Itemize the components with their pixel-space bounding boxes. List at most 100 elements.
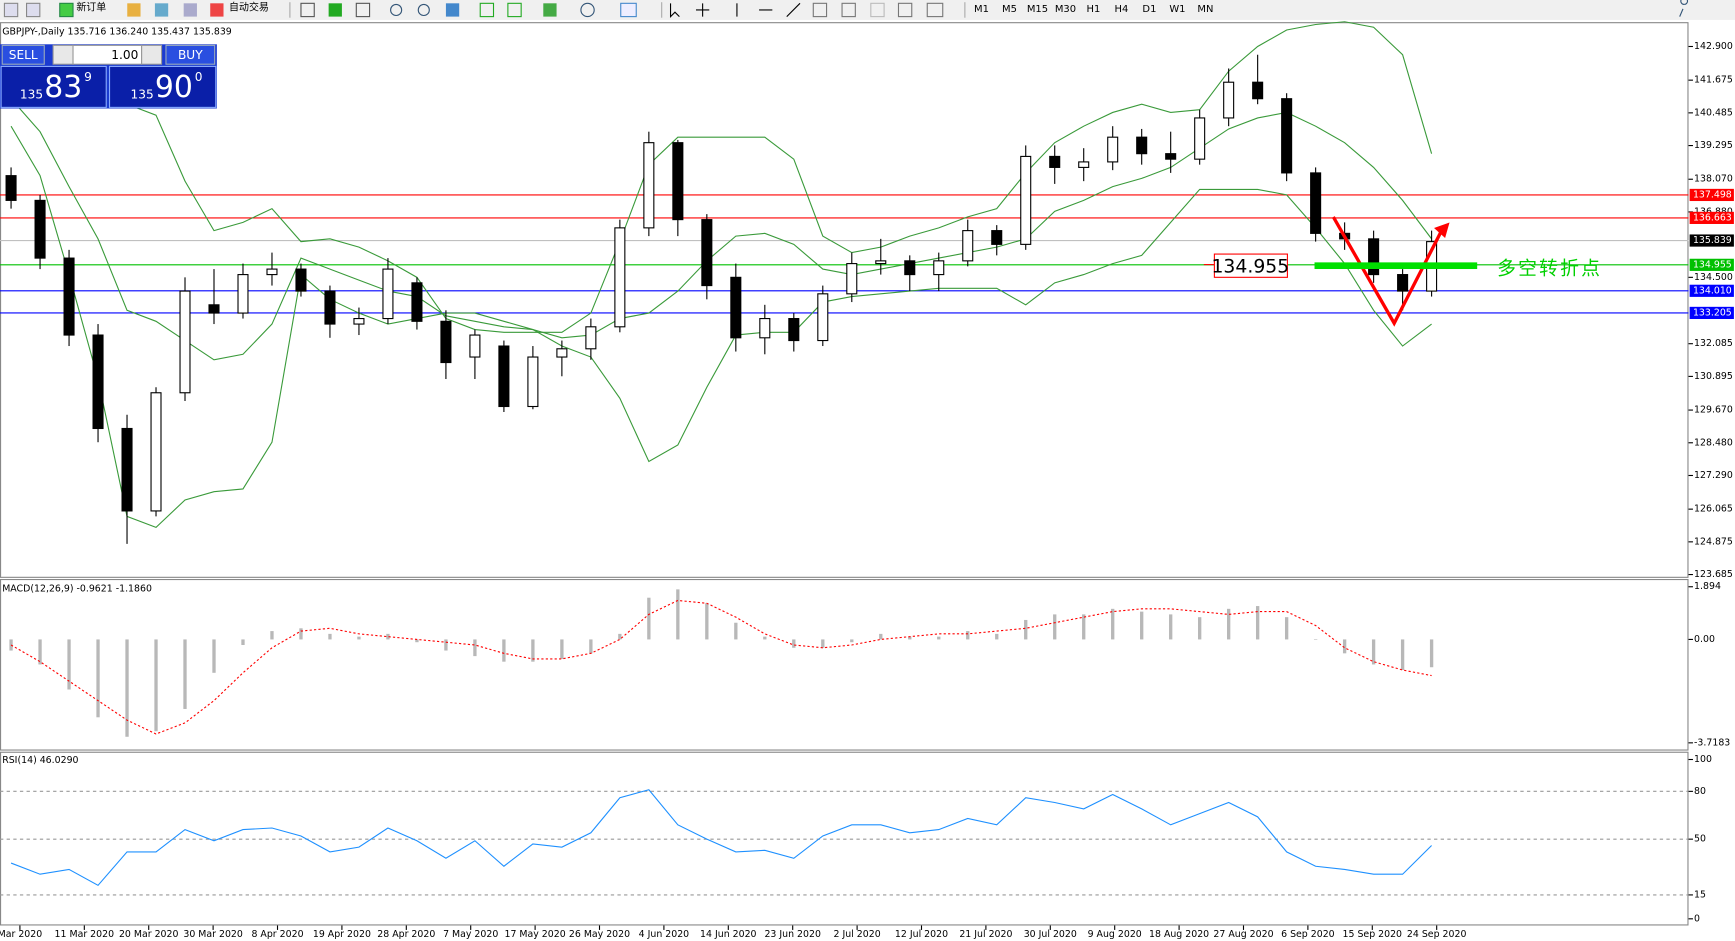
channel-tool[interactable] xyxy=(812,2,828,18)
main-pane xyxy=(0,22,1689,578)
templates[interactable] xyxy=(620,2,637,18)
timeframe-button[interactable]: MN xyxy=(1197,4,1213,15)
toolbar-icon[interactable] xyxy=(154,3,169,17)
arrow-head xyxy=(1434,222,1450,239)
shapes-tool[interactable] xyxy=(926,2,944,18)
x-tick-label: 23 Jun 2020 xyxy=(764,929,821,940)
timeframe-button[interactable]: H1 xyxy=(1087,4,1101,15)
toolbar-icon[interactable] xyxy=(328,3,342,17)
new-order-icon[interactable] xyxy=(59,2,74,18)
toolbar-icon[interactable] xyxy=(3,2,19,18)
buy-price-box[interactable] xyxy=(108,65,217,108)
buy-price-pips[interactable]: 90 xyxy=(155,70,193,105)
candle-body xyxy=(991,230,1003,245)
toolbar-icon[interactable] xyxy=(445,3,460,17)
toolbar-icon[interactable] xyxy=(183,3,197,17)
y-tick-label: 126.065 xyxy=(1694,504,1733,515)
sell-price-fraction[interactable]: 9 xyxy=(84,70,92,84)
x-tick-label: 20 Mar 2020 xyxy=(119,929,179,940)
x-tick-label: 18 Aug 2020 xyxy=(1149,929,1209,940)
toolbar-icon[interactable] xyxy=(507,2,522,18)
macd-bar xyxy=(821,639,825,648)
x-tick-label: 17 May 2020 xyxy=(504,929,565,940)
sell-price-big[interactable]: 135 xyxy=(20,88,43,102)
toolbar-icon[interactable] xyxy=(300,2,315,18)
timeframe-button[interactable]: M5 xyxy=(1002,4,1017,15)
zoom-in[interactable] xyxy=(390,3,403,17)
zoom-out[interactable] xyxy=(417,3,430,17)
macd-bar xyxy=(560,639,564,659)
auto-trading-icon[interactable] xyxy=(210,3,224,17)
lot-up[interactable] xyxy=(141,44,163,65)
cursor-tool[interactable] xyxy=(669,3,680,18)
toolbar-icon[interactable] xyxy=(479,2,495,18)
candle-body xyxy=(1252,81,1264,100)
x-tick-label: 9 Aug 2020 xyxy=(1088,929,1142,940)
sell-price-box[interactable] xyxy=(0,65,107,108)
timeframe-button[interactable]: M15 xyxy=(1027,4,1048,15)
y-tick-label: 127.290 xyxy=(1694,470,1733,481)
lot-value[interactable]: 1.00 xyxy=(111,48,138,62)
y-tick-label: 140.485 xyxy=(1694,107,1733,118)
macd-bar xyxy=(937,636,941,640)
sell-label[interactable]: SELL xyxy=(9,48,38,62)
timeframe-button[interactable]: D1 xyxy=(1142,4,1156,15)
candle-body xyxy=(875,260,887,265)
candle-body xyxy=(962,230,974,262)
buy-label[interactable]: BUY xyxy=(178,48,203,62)
periods[interactable] xyxy=(580,2,595,18)
timeframe-button[interactable]: W1 xyxy=(1169,4,1185,15)
macd-bar xyxy=(270,631,274,640)
macd-bar xyxy=(444,639,448,651)
x-tick-label: 19 Apr 2020 xyxy=(313,929,371,940)
macd-bar xyxy=(763,636,767,640)
timeframe-button[interactable]: H4 xyxy=(1115,4,1129,15)
timeframe-button[interactable]: M30 xyxy=(1055,4,1076,15)
text-tool[interactable] xyxy=(870,2,885,18)
label-tool[interactable] xyxy=(897,2,913,18)
toolbar-icon[interactable] xyxy=(26,2,41,18)
trendline-tool[interactable] xyxy=(786,2,801,17)
candle-body xyxy=(237,274,249,314)
indicators[interactable] xyxy=(543,3,557,17)
x-tick-label: 15 Sep 2020 xyxy=(1343,929,1403,940)
candle-body xyxy=(295,268,307,292)
y-tick-label: 139.295 xyxy=(1694,140,1733,151)
macd-bar xyxy=(676,589,680,640)
macd-bar xyxy=(879,633,883,640)
search[interactable] xyxy=(1679,0,1688,17)
buy-price-big[interactable]: 135 xyxy=(131,88,154,102)
macd-bar xyxy=(154,639,158,732)
sell-price-pips[interactable]: 83 xyxy=(44,70,82,105)
new-order-button[interactable]: 新订单 xyxy=(76,1,106,14)
one-click-trading: SELL 1.00 BUY 135 83 9 135 90 0 xyxy=(0,44,217,109)
macd-bar xyxy=(473,639,477,657)
sell-button[interactable] xyxy=(1,44,45,65)
level-label: 134.010 xyxy=(1693,285,1732,296)
candle-body xyxy=(92,334,104,430)
fibo-tool[interactable] xyxy=(841,2,856,18)
buy-button[interactable] xyxy=(165,44,216,65)
lot-down[interactable] xyxy=(52,44,74,65)
macd-bar xyxy=(125,639,129,737)
macd-bar xyxy=(1429,639,1434,668)
macd-bar xyxy=(1400,639,1405,671)
candle-body xyxy=(1078,161,1090,168)
rsi-pane xyxy=(0,751,1689,926)
x-tick-label: 30 Mar 2020 xyxy=(183,929,243,940)
y-tick-label: 0.00 xyxy=(1694,634,1715,645)
v-arrow xyxy=(1331,216,1444,327)
buy-price-fraction[interactable]: 0 xyxy=(195,70,203,84)
crosshair-tool[interactable] xyxy=(695,3,710,17)
toolbar-icon[interactable] xyxy=(127,3,141,17)
toolbar-bg xyxy=(0,0,1735,20)
auto-trading-button[interactable]: 自动交易 xyxy=(229,1,269,14)
macd-bar xyxy=(502,639,506,662)
toolbar-icon[interactable] xyxy=(355,2,371,18)
candle-body xyxy=(585,326,597,350)
timeframe-button[interactable]: M1 xyxy=(974,4,989,15)
macd-bar xyxy=(1053,614,1057,640)
macd-bar xyxy=(531,639,535,662)
